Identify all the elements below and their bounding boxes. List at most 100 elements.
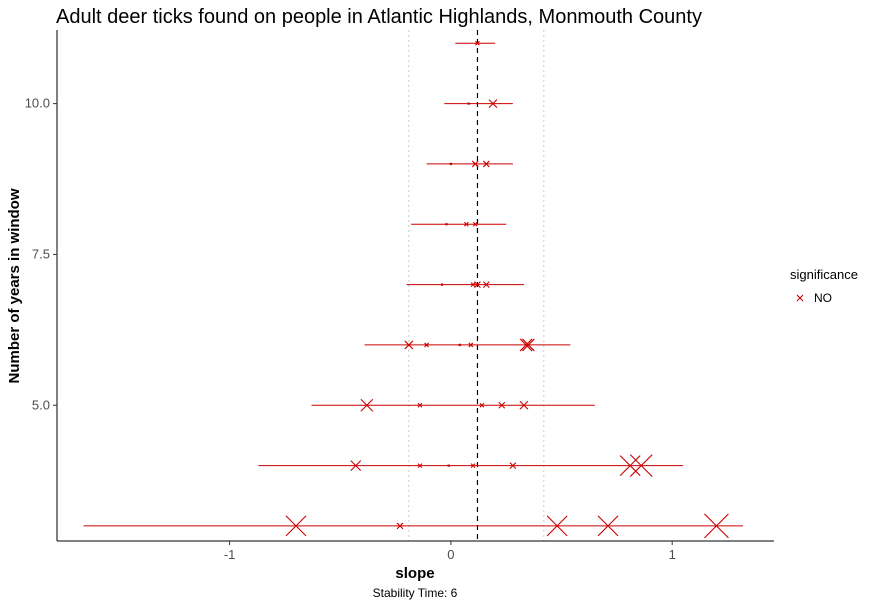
legend-key-cross bbox=[796, 294, 804, 302]
slope-point-7-3 bbox=[482, 281, 490, 288]
slope-point-9-0 bbox=[449, 162, 453, 166]
y-axis-ticks: 5.0 7.5 10.0 bbox=[25, 96, 57, 412]
slope-point-4-3-stroke-b bbox=[470, 463, 476, 468]
slope-point-6-2-stroke-b bbox=[458, 343, 462, 347]
slope-point-7-3-stroke-b bbox=[482, 281, 490, 288]
slope-point-8-2 bbox=[472, 221, 478, 227]
window-row-4 bbox=[258, 454, 684, 477]
slope-point-4-2-stroke-b bbox=[447, 464, 451, 467]
y-tick-label-2: 10.0 bbox=[25, 96, 50, 111]
slope-point-10-0-stroke-b bbox=[467, 102, 471, 105]
y-axis-title: Number of years in window bbox=[6, 188, 23, 383]
slope-point-4-2 bbox=[447, 464, 451, 467]
slope-point-3-0-stroke-b bbox=[285, 515, 307, 537]
x-tick-label-2: 1 bbox=[669, 547, 676, 562]
slope-point-5-3 bbox=[498, 401, 506, 409]
slope-point-6-3 bbox=[468, 342, 474, 348]
slope-point-6-4-stroke-b bbox=[519, 338, 533, 352]
slope-point-4-1-stroke-b bbox=[417, 463, 423, 468]
x-tick-label-1: 0 bbox=[447, 547, 454, 562]
legend-title: significance bbox=[790, 267, 858, 282]
slope-point-8-1-stroke-b bbox=[464, 221, 469, 227]
slope-point-7-1 bbox=[470, 282, 476, 287]
slope-point-4-4 bbox=[509, 462, 517, 469]
caption: Stability Time: 6 bbox=[373, 586, 458, 600]
slope-point-4-3 bbox=[470, 463, 476, 468]
slope-point-6-0-stroke-b bbox=[404, 340, 414, 350]
y-tick-label-0: 5.0 bbox=[32, 397, 50, 412]
slope-point-5-2 bbox=[479, 402, 485, 408]
window-row-5 bbox=[311, 398, 595, 412]
slope-point-4-5-stroke-b bbox=[619, 455, 641, 476]
window-row-7 bbox=[406, 281, 524, 288]
slope-point-5-1 bbox=[417, 402, 423, 408]
data-marks bbox=[83, 40, 744, 539]
slope-point-8-0-stroke-b bbox=[445, 222, 448, 226]
slope-point-7-0 bbox=[440, 283, 444, 286]
slope-point-6-5-stroke-b bbox=[521, 338, 535, 352]
slope-point-10-0 bbox=[467, 102, 471, 105]
slope-point-3-2-stroke-b bbox=[546, 515, 568, 537]
slope-point-3-0 bbox=[285, 515, 307, 537]
x-axis-title: slope bbox=[395, 565, 434, 582]
slope-point-4-4-stroke-b bbox=[509, 462, 517, 469]
slope-point-5-3-stroke-b bbox=[498, 401, 506, 409]
window-row-8 bbox=[411, 221, 507, 227]
slope-point-6-3-stroke-b bbox=[468, 342, 474, 348]
slope-point-3-3-stroke-b bbox=[597, 515, 619, 537]
slope-point-7-2 bbox=[474, 281, 481, 288]
slope-point-7-1-stroke-b bbox=[470, 282, 476, 287]
legend-key-x-icon bbox=[796, 294, 804, 302]
slope-point-6-5 bbox=[521, 338, 535, 352]
slope-point-4-0-stroke-b bbox=[350, 460, 362, 471]
slope-point-6-4 bbox=[519, 338, 533, 352]
chart-title: Adult deer ticks found on people in Atla… bbox=[56, 6, 702, 28]
window-row-10 bbox=[444, 99, 513, 108]
slope-point-9-0-stroke-b bbox=[449, 162, 453, 166]
slope-point-5-0 bbox=[360, 398, 374, 412]
slope-point-11-0-stroke-b bbox=[475, 40, 480, 46]
slope-point-6-0 bbox=[404, 340, 414, 350]
legend-label-no: NO bbox=[814, 291, 832, 305]
slope-point-9-1-stroke-b bbox=[471, 160, 479, 168]
guide-lines bbox=[408, 30, 545, 541]
slope-point-3-4-stroke-b bbox=[704, 513, 729, 539]
slope-point-9-2 bbox=[482, 160, 490, 168]
plot-panel bbox=[56, 30, 774, 542]
window-row-3 bbox=[83, 513, 744, 539]
slope-point-7-2-stroke-b bbox=[474, 281, 481, 288]
slope-point-9-2-stroke-b bbox=[482, 160, 490, 168]
slope-point-3-1-stroke-b bbox=[396, 522, 404, 530]
slope-point-5-2-stroke-b bbox=[479, 402, 485, 408]
slope-point-8-0 bbox=[445, 222, 448, 226]
slope-point-4-1 bbox=[417, 463, 423, 468]
slope-point-6-2 bbox=[458, 343, 462, 347]
slope-point-5-4 bbox=[519, 400, 529, 410]
legend: significance NO bbox=[790, 267, 858, 305]
slope-point-10-1-stroke-b bbox=[488, 99, 498, 108]
legend-key-cross-stroke-b bbox=[796, 294, 804, 302]
slope-point-9-1 bbox=[471, 160, 479, 168]
slope-point-8-1 bbox=[464, 221, 469, 227]
window-row-9 bbox=[426, 160, 513, 168]
slope-point-4-5 bbox=[619, 455, 641, 476]
slope-point-5-4-stroke-b bbox=[519, 400, 529, 410]
slope-point-6-1-stroke-b bbox=[424, 342, 429, 348]
slope-point-5-0-stroke-b bbox=[360, 398, 374, 412]
slope-point-10-1 bbox=[488, 99, 498, 108]
y-tick-label-1: 7.5 bbox=[32, 246, 50, 261]
x-axis-ticks: -1 0 1 bbox=[224, 541, 676, 562]
slope-point-3-4 bbox=[704, 513, 729, 539]
slope-point-5-1-stroke-b bbox=[417, 402, 423, 408]
slope-point-3-1 bbox=[396, 522, 404, 530]
slope-point-7-0-stroke-b bbox=[440, 283, 444, 286]
x-tick-label-0: -1 bbox=[224, 547, 236, 562]
slope-point-3-3 bbox=[597, 515, 619, 537]
slope-point-4-6-stroke-b bbox=[629, 454, 653, 477]
slope-point-11-0 bbox=[475, 40, 480, 46]
window-row-6 bbox=[364, 338, 571, 352]
slope-point-8-2-stroke-b bbox=[472, 221, 478, 227]
slope-point-3-2 bbox=[546, 515, 568, 537]
slope-point-4-0 bbox=[350, 460, 362, 471]
